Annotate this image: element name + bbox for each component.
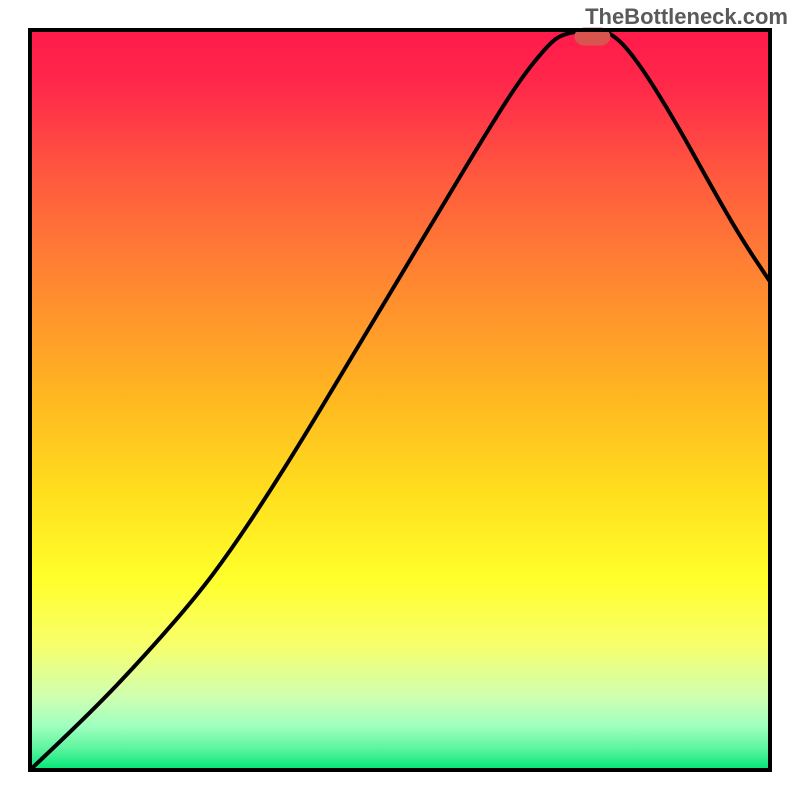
bottleneck-chart: TheBottleneck.com [0,0,800,800]
chart-svg [0,0,800,800]
watermark-text: TheBottleneck.com [585,4,788,30]
